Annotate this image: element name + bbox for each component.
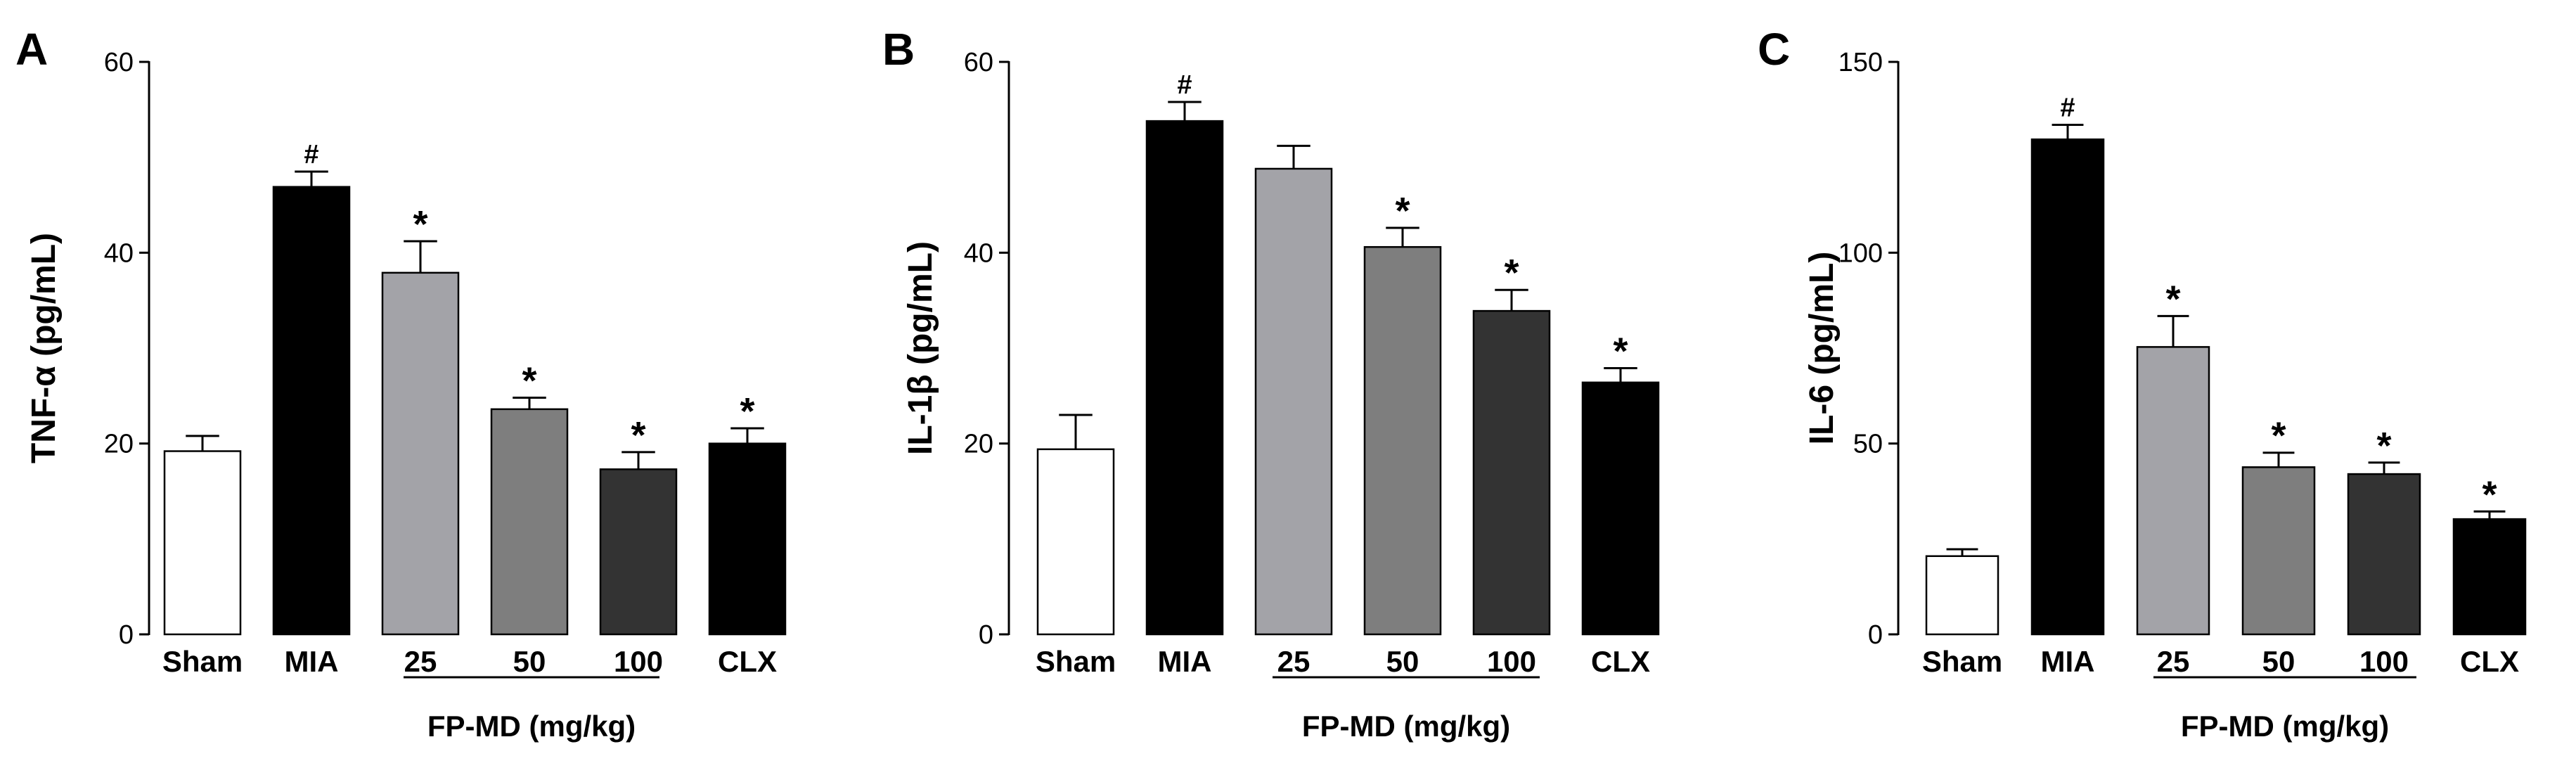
x-tick-label: MIA	[285, 645, 339, 678]
significance-star: *	[2376, 425, 2391, 467]
y-axis-label: IL-1β (pg/mL)	[902, 241, 939, 455]
x-tick-label: 25	[2157, 645, 2190, 678]
bar-25	[1254, 167, 1333, 636]
bar-25	[2136, 346, 2210, 636]
significance-star: *	[1395, 190, 1410, 232]
x-tick-label: 50	[513, 645, 546, 678]
x-tick-label: MIA	[2041, 645, 2095, 678]
bar-mia	[1145, 120, 1224, 636]
significance-hash: #	[1177, 70, 1192, 100]
y-tick-label: 20	[104, 430, 134, 459]
group-label: FP-MD (mg/kg)	[1302, 710, 1510, 743]
x-tick-label: MIA	[1158, 645, 1212, 678]
chart-panel-a: A 0 20 40 60 TNF-α (pg/mL) Sham # MIA * 25 * 50 * 100 *…	[15, 24, 787, 743]
x-tick-label: 25	[404, 645, 437, 678]
bar-sham	[1036, 448, 1115, 636]
bar-25	[381, 271, 460, 636]
bar-50	[1363, 245, 1442, 636]
significance-star: *	[1504, 252, 1519, 294]
significance-star: *	[740, 390, 754, 433]
bar-mia	[2030, 138, 2105, 636]
y-tick-label: 150	[1838, 48, 1883, 77]
bar-sham	[163, 450, 242, 636]
chart-panel-b: B 0 20 40 60 IL-1β (pg/mL) Sham # MIA 25 * 50 * 100 * C…	[882, 24, 1660, 743]
x-tick-label: 100	[2359, 645, 2409, 678]
significance-hash: #	[2060, 94, 2075, 123]
bar-100	[1472, 309, 1551, 636]
y-tick-label: 40	[964, 238, 993, 268]
y-tick-label: 0	[979, 620, 993, 650]
y-axis-label: IL-6 (pg/mL)	[1803, 252, 1841, 445]
chart-panel-c: C 0 50 100 150 IL-6 (pg/mL) Sham # MIA * 25 * 50 * 100…	[1758, 24, 2527, 743]
x-tick-label: 50	[2262, 645, 2295, 678]
y-tick-label: 0	[119, 620, 134, 650]
x-tick-label: 100	[1487, 645, 1536, 678]
group-label: FP-MD (mg/kg)	[2181, 710, 2389, 743]
y-tick-label: 60	[104, 48, 134, 77]
bar-sham	[1925, 555, 1999, 636]
significance-star: *	[413, 203, 427, 245]
panel-letter: C	[1758, 24, 1790, 75]
significance-star: *	[1613, 330, 1628, 372]
significance-star: *	[522, 360, 536, 402]
x-tick-label: 50	[1386, 645, 1419, 678]
x-tick-label: 100	[614, 645, 663, 678]
bar-50	[2241, 466, 2316, 636]
y-tick-label: 60	[964, 48, 993, 77]
panel-letter: B	[882, 24, 915, 75]
x-tick-label: Sham	[1922, 645, 2002, 678]
x-tick-label: Sham	[162, 645, 243, 678]
y-axis-label: TNF-α (pg/mL)	[25, 233, 63, 463]
bar-50	[490, 408, 569, 636]
bar-clx	[1581, 381, 1660, 636]
x-tick-label: Sham	[1036, 645, 1116, 678]
bar-100	[599, 468, 678, 636]
bar-clx	[2452, 518, 2527, 636]
y-tick-label: 40	[104, 238, 134, 268]
significance-star: *	[2482, 473, 2497, 515]
y-tick-label: 0	[1868, 620, 1883, 650]
bar-100	[2347, 473, 2421, 636]
significance-star: *	[2271, 415, 2286, 457]
panel-letter: A	[15, 24, 48, 75]
group-label: FP-MD (mg/kg)	[427, 710, 636, 743]
bar-mia	[272, 186, 351, 636]
y-tick-label: 20	[964, 430, 993, 459]
x-tick-label: CLX	[1591, 645, 1650, 678]
significance-hash: #	[304, 140, 318, 169]
y-tick-label: 50	[1853, 430, 1883, 459]
y-tick-label: 100	[1838, 238, 1883, 268]
x-tick-label: CLX	[2460, 645, 2519, 678]
x-tick-label: 25	[1277, 645, 1310, 678]
x-tick-label: CLX	[718, 645, 777, 678]
significance-star: *	[2165, 278, 2180, 320]
significance-star: *	[631, 414, 645, 456]
bar-clx	[708, 442, 787, 636]
